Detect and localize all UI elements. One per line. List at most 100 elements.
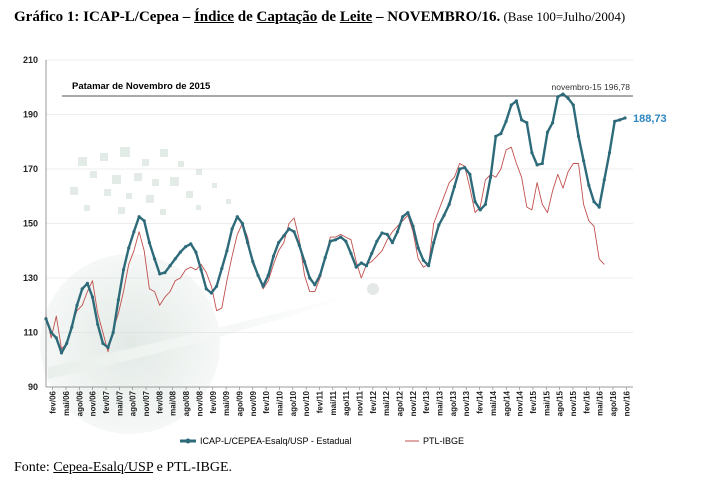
caption-word-leite: Leite xyxy=(339,9,373,25)
icap-point xyxy=(545,130,550,134)
x-tick-label: fev/11 xyxy=(315,390,324,413)
x-tick-label: ago/14 xyxy=(502,390,511,416)
x-tick-label: nov/09 xyxy=(249,390,258,416)
background-dot xyxy=(367,283,379,295)
x-tick-label: fev/12 xyxy=(369,390,378,413)
icap-point xyxy=(297,243,301,247)
tick-labels: 90 110 130 150 170 190 210 fev/06 mai/06 ago/06 no… xyxy=(23,55,631,416)
icap-point xyxy=(540,161,544,166)
icap-point xyxy=(613,119,617,123)
icap-point xyxy=(59,351,64,355)
icap-point xyxy=(277,241,281,245)
background-square xyxy=(78,157,87,166)
x-tick-label: mai/09 xyxy=(222,390,231,415)
icap-point xyxy=(432,241,436,245)
icap-point xyxy=(292,230,296,234)
x-tick-label: nov/14 xyxy=(516,390,525,416)
caption-word-indice: Índice xyxy=(193,9,234,25)
x-tick-label: ago/10 xyxy=(289,390,298,416)
chart-container: Patamar de Novembro de 2015 novembro-15 1… xyxy=(0,49,701,456)
icap-point xyxy=(566,96,570,100)
icap-point xyxy=(261,284,265,288)
background-square xyxy=(186,191,193,198)
icap-point xyxy=(85,281,89,285)
x-tick-label: fev/13 xyxy=(422,390,431,413)
caption-mid3: – NOVEMBRO/16. xyxy=(372,9,501,25)
background-square xyxy=(90,171,97,178)
icap-point xyxy=(204,287,208,291)
icap-point xyxy=(390,241,394,245)
icap-point xyxy=(494,134,498,138)
x-tick-label: ago/16 xyxy=(609,390,618,416)
icap-point xyxy=(220,266,224,271)
y-tick-label: 210 xyxy=(23,55,38,65)
icap-point xyxy=(44,317,48,321)
x-tick-label: fev/09 xyxy=(209,390,218,413)
x-tick-label: nov/15 xyxy=(569,390,578,416)
background-square xyxy=(170,177,179,186)
icap-point xyxy=(607,151,612,155)
background-square xyxy=(178,161,184,167)
background-square xyxy=(142,159,149,166)
background-swoosh xyxy=(48,289,372,379)
x-tick-label: ago/06 xyxy=(75,390,84,416)
caption-prefix: Gráfico 1: ICAP-L/Cepea – xyxy=(14,9,194,25)
line-chart: Patamar de Novembro de 2015 novembro-15 1… xyxy=(23,55,667,446)
x-tick-label: nov/13 xyxy=(462,390,471,416)
icap-point xyxy=(215,284,219,288)
background-square xyxy=(152,179,159,186)
icap-point xyxy=(452,185,456,189)
x-tick-label: nov/12 xyxy=(409,390,418,416)
icap-point xyxy=(96,322,100,326)
icap-point xyxy=(504,119,508,123)
icap-point xyxy=(199,268,203,272)
icap-point xyxy=(90,295,95,299)
background-square xyxy=(104,189,111,196)
icap-point xyxy=(468,172,472,176)
background-square xyxy=(196,205,201,210)
x-tick-label: mai/08 xyxy=(169,390,178,415)
x-tick-label: mai/14 xyxy=(489,390,498,415)
icap-point xyxy=(235,215,239,219)
icap-point xyxy=(359,261,363,265)
icap-point xyxy=(401,215,405,219)
icap-point xyxy=(256,273,260,277)
icap-point xyxy=(364,264,369,268)
x-tick-label: ago/11 xyxy=(342,390,351,415)
x-tick-label: nov/11 xyxy=(356,390,365,415)
background-square xyxy=(160,149,168,157)
source-note: Fonte: Cepea-Esalq/USP e PTL-IBGE. xyxy=(14,460,232,476)
x-tick-label: ago/12 xyxy=(396,390,405,416)
icap-point xyxy=(556,95,560,99)
icap-point xyxy=(230,227,234,231)
background-square xyxy=(84,205,90,211)
icap-point xyxy=(333,238,338,242)
y-tick-label: 130 xyxy=(23,273,38,283)
legend-label-icap: ICAP-L/CEPEA-Esalq/USP - Estadual xyxy=(200,436,351,446)
icap-point xyxy=(132,230,136,234)
icap-point xyxy=(489,175,493,179)
icap-point xyxy=(54,336,58,340)
icap-point xyxy=(587,183,591,187)
icap-point xyxy=(597,205,601,209)
icap-point xyxy=(65,341,69,345)
icap-point xyxy=(395,230,400,234)
x-tick-label: mai/07 xyxy=(115,390,124,415)
icap-point xyxy=(153,257,157,261)
x-tick-label: ago/09 xyxy=(235,390,244,416)
icap-point xyxy=(106,345,110,350)
x-tick-label: ago/07 xyxy=(129,390,138,416)
axes xyxy=(45,60,633,390)
icap-point xyxy=(251,260,255,264)
icap-point xyxy=(271,254,276,258)
x-tick-label: nov/07 xyxy=(142,390,151,416)
icap-point xyxy=(447,202,451,206)
icap-point xyxy=(421,258,425,262)
icap-point xyxy=(354,265,358,269)
background-squares xyxy=(70,147,231,215)
legend: ICAP-L/CEPEA-Esalq/USP - Estadual PTL-IB… xyxy=(180,436,464,446)
y-tick-label: 150 xyxy=(23,219,38,229)
icap-point xyxy=(592,200,596,204)
icap-point xyxy=(266,273,270,277)
icap-point xyxy=(287,227,291,231)
